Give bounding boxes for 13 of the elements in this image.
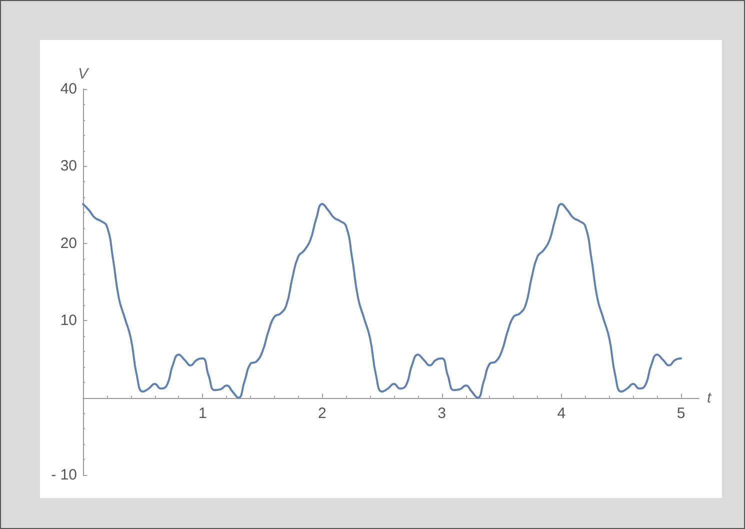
- x-tick-label: 5: [676, 404, 686, 422]
- line-series: [82, 203, 682, 399]
- x-tick-label: 3: [438, 404, 446, 422]
- y-tick-label: 10: [60, 312, 77, 330]
- x-tick-label: 1: [198, 404, 207, 422]
- y-tick-label: 30: [60, 158, 77, 175]
- y-tick-label: 20: [60, 234, 77, 252]
- y-tick-label: - 10: [51, 466, 77, 484]
- y-axis-title: V: [78, 66, 90, 83]
- y-tick-label: 40: [60, 80, 77, 98]
- x-axis-title: t: [707, 389, 712, 406]
- x-tick-label: 2: [318, 404, 326, 422]
- x-tick-label: 4: [557, 404, 566, 422]
